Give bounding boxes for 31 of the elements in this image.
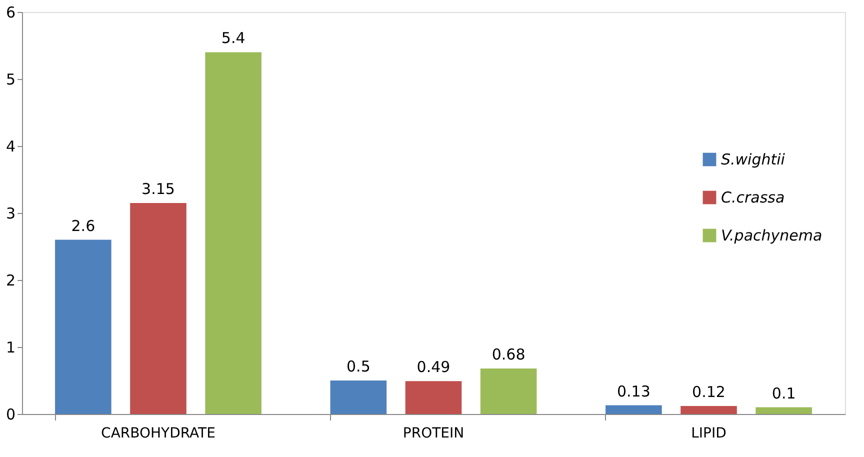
y-tick-label: 0: [6, 406, 16, 424]
x-tick-label: LIPID: [691, 426, 726, 442]
y-tick-label: 6: [6, 4, 16, 22]
bar: [55, 240, 112, 414]
bar: [606, 405, 662, 414]
y-tick-label: 4: [6, 138, 16, 156]
bar: [756, 407, 812, 414]
x-tick-label: PROTEIN: [402, 426, 464, 442]
bar: [405, 381, 462, 414]
data-label: 3.15: [142, 180, 175, 198]
legend-label: V.pachynema: [721, 226, 822, 244]
legend-label: S.wightii: [721, 150, 786, 168]
data-label: 2.6: [71, 216, 96, 235]
bar: [205, 52, 262, 414]
y-tick-label: 3: [6, 204, 16, 222]
data-label: 0.5: [346, 358, 370, 376]
data-label: 0.49: [416, 358, 450, 376]
y-tick-label: 5: [6, 70, 16, 88]
y-tick-label: 1: [6, 338, 16, 356]
data-label: 0.1: [772, 384, 796, 402]
y-tick-label: 2: [6, 272, 16, 290]
data-label: 0.13: [616, 382, 650, 400]
bar: [130, 202, 186, 414]
x-tick-label: CARBOHYDRATE: [101, 426, 216, 442]
bar: [680, 406, 737, 414]
bar: [480, 368, 537, 414]
legend-label: C.crassa: [721, 188, 785, 206]
data-label: 5.4: [221, 29, 246, 48]
data-label: 0.68: [492, 345, 526, 364]
bar: [330, 380, 387, 414]
data-label: 0.12: [692, 382, 726, 401]
